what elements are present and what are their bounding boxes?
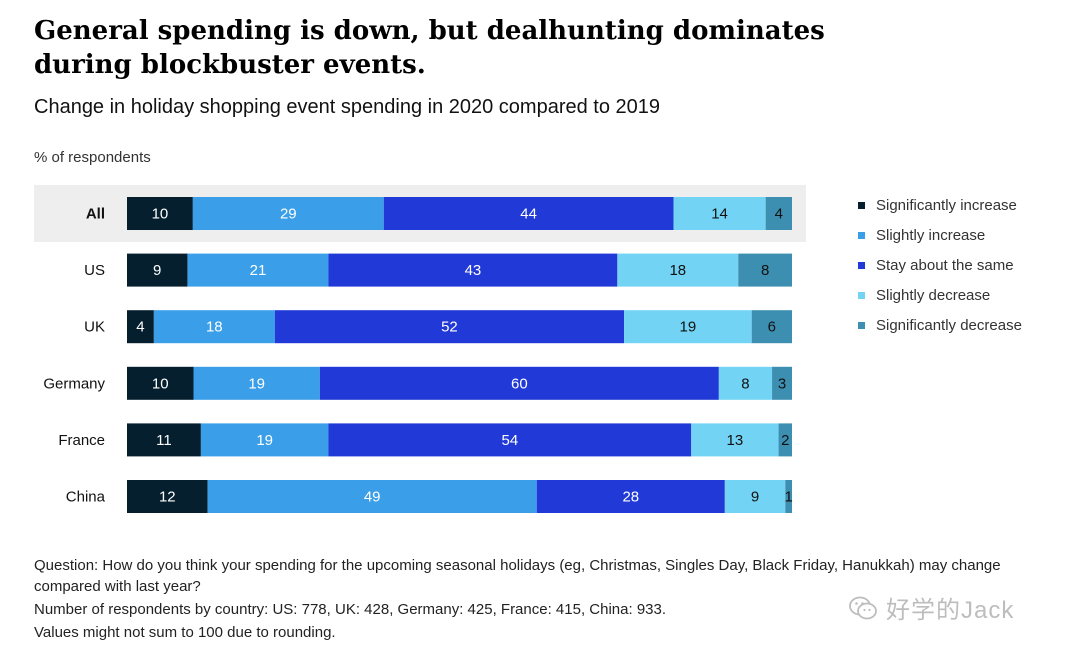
data-label: 14: [711, 206, 728, 223]
data-label: 54: [502, 432, 519, 449]
bar-segment: [691, 423, 779, 457]
data-label: 11: [156, 432, 172, 449]
category-label: France: [58, 432, 105, 449]
data-label: 10: [152, 375, 169, 392]
bar-segment: [718, 366, 773, 400]
bar-segment: [751, 310, 792, 344]
bar-segment: [778, 423, 792, 457]
bar-segment: [536, 480, 725, 513]
watermark: 好学的Jack: [848, 590, 1014, 625]
bar-segment: [724, 480, 786, 513]
bar-segment: [617, 253, 739, 287]
data-label: 19: [248, 375, 265, 392]
data-label: 19: [256, 432, 273, 449]
category-label: UK: [84, 319, 105, 336]
legend-label: Slightly decrease: [876, 286, 991, 304]
data-label: 4: [775, 206, 783, 223]
data-label: 19: [680, 319, 697, 336]
bar-segment: [274, 310, 625, 344]
legend-label: Significantly increase: [876, 196, 1017, 214]
legend-label: Stay about the same: [876, 256, 1014, 274]
data-label: 49: [364, 489, 381, 506]
legend-swatch: [858, 201, 865, 209]
bar-segment: [127, 423, 201, 457]
bar-segment: [772, 366, 792, 400]
data-label: 52: [441, 319, 458, 336]
bar-segment: [785, 480, 792, 513]
bar-segment: [192, 197, 384, 230]
legend-item: Significantly increase: [858, 190, 1022, 220]
bar-segment: [765, 197, 792, 230]
chart-legend: Significantly increase Slightly increase…: [858, 190, 1022, 340]
data-label: 13: [727, 432, 744, 449]
bar-segment: [207, 480, 537, 513]
legend-swatch: [858, 291, 865, 299]
bar-segment: [328, 253, 618, 287]
legend-item: Stay about the same: [858, 250, 1022, 280]
bar-segment: [383, 197, 674, 230]
unit-label: % of respondents: [34, 149, 151, 166]
data-label: 8: [761, 262, 769, 279]
data-label: 10: [152, 206, 169, 223]
data-label: 28: [622, 489, 639, 506]
bar-segment: [127, 197, 193, 230]
legend-swatch: [858, 261, 865, 269]
chart-footnotes: Question: How do you think your spending…: [34, 555, 1034, 645]
bar-segment: [200, 423, 329, 457]
legend-swatch: [858, 321, 865, 329]
data-label: 43: [465, 262, 482, 279]
data-label: 60: [511, 375, 528, 392]
bar-segment: [624, 310, 752, 344]
bar-segment: [673, 197, 766, 230]
data-label: 9: [751, 489, 759, 506]
data-label: 44: [520, 206, 537, 223]
data-label: 6: [768, 319, 776, 336]
category-label: China: [66, 489, 106, 506]
data-label: 12: [159, 489, 176, 506]
data-label: 18: [669, 262, 686, 279]
bar-segment: [738, 253, 792, 287]
legend-item: Slightly increase: [858, 220, 1022, 250]
rounding-note: Values might not sum to 100 due to round…: [34, 624, 336, 641]
bar-segment: [319, 366, 719, 400]
bar-segment: [187, 253, 329, 287]
data-label: 2: [781, 432, 789, 449]
bar-segment: [153, 310, 275, 344]
watermark-text: 好学的Jack: [886, 597, 1015, 624]
bar-segment: [127, 253, 188, 287]
data-label: 1: [784, 489, 792, 506]
data-label: 29: [280, 206, 297, 223]
category-label: US: [84, 262, 105, 279]
question-note: Question: How do you think your spending…: [34, 557, 1001, 595]
wechat-icon: [849, 596, 877, 619]
data-label: 18: [206, 319, 223, 336]
legend-item: Significantly decrease: [858, 310, 1022, 340]
sample-size-note: Number of respondents by country: US: 77…: [34, 601, 667, 618]
bar-segment: [127, 480, 208, 513]
chart-title: General spending is down, but dealhuntin…: [34, 16, 825, 80]
data-label: 21: [250, 262, 267, 279]
legend-swatch: [858, 231, 865, 239]
bar-segment: [328, 423, 692, 457]
legend-label: Significantly decrease: [876, 316, 1022, 334]
category-label: All: [86, 206, 105, 223]
chart-subtitle: Change in holiday shopping event spendin…: [34, 96, 661, 118]
bar-segment: [127, 366, 194, 400]
category-label: Germany: [43, 375, 105, 392]
legend-item: Slightly decrease: [858, 280, 1022, 310]
data-label: 4: [136, 319, 144, 336]
legend-label: Slightly increase: [876, 226, 986, 244]
data-label: 9: [153, 262, 161, 279]
bar-segment: [127, 310, 154, 344]
bar-segment: [193, 366, 320, 400]
data-label: 3: [778, 375, 786, 392]
data-label: 8: [741, 375, 749, 392]
